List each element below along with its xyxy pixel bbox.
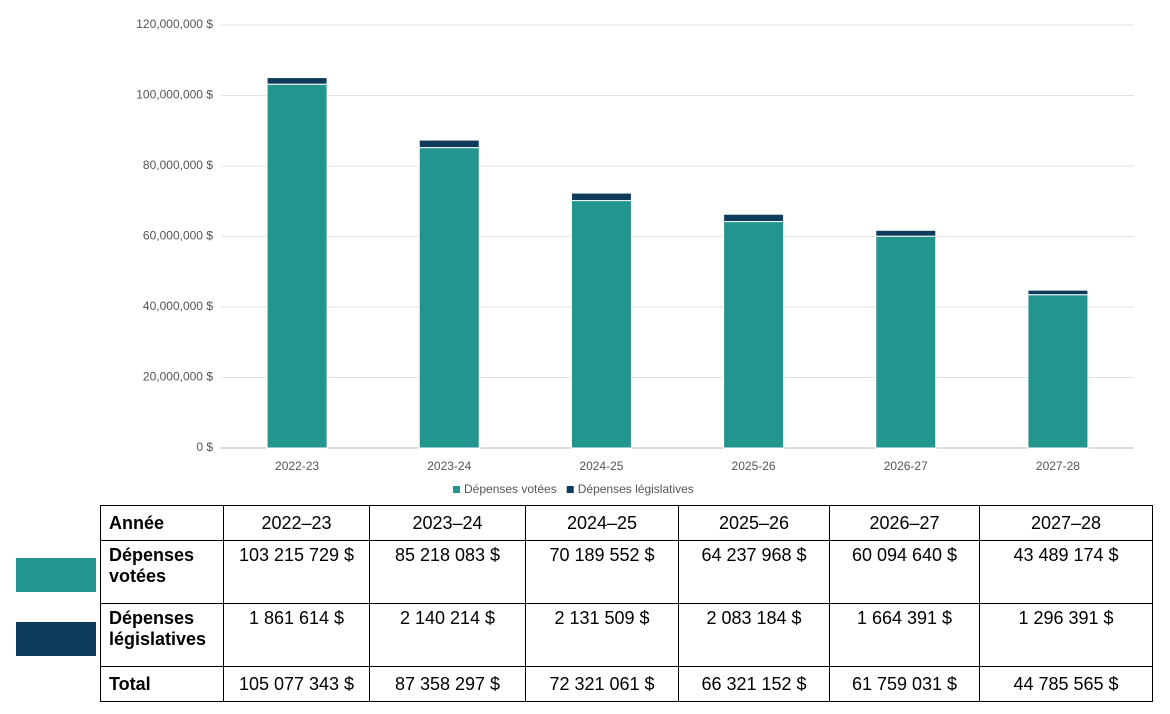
table-cell: 1 296 391 $ (979, 603, 1153, 667)
y-tick-label: 60,000,000 $ (143, 229, 213, 243)
x-tick-label: 2024-25 (579, 459, 623, 473)
table-cell: 2023–24 (369, 505, 526, 541)
bar-segment (875, 235, 937, 449)
table-cell: Total (100, 666, 224, 702)
table-cell: 2027–28 (979, 505, 1153, 541)
legend-swatch (16, 558, 96, 592)
table-cell: Dépenses votées (100, 540, 224, 604)
bar-segment (1027, 289, 1089, 296)
y-tick-label: 100,000,000 $ (136, 88, 213, 102)
table-cell: 70 189 552 $ (525, 540, 679, 604)
y-tick-label: 0 $ (196, 440, 213, 454)
bar-segment (418, 139, 480, 149)
table-cell: 61 759 031 $ (829, 666, 980, 702)
table-cell: 103 215 729 $ (223, 540, 370, 604)
table-cell: 66 321 152 $ (678, 666, 830, 702)
y-tick-label: 20,000,000 $ (143, 370, 213, 384)
table-cell: 2 131 509 $ (525, 603, 679, 667)
table-cell: Année (100, 505, 224, 541)
x-tick-label: 2026-27 (884, 459, 928, 473)
chart: 0 $ 20,000,000 $ 40,000,000 $ 60,000,000 $ 8… (136, 17, 1134, 496)
bar-segment (570, 192, 632, 202)
legend-swatch (16, 622, 96, 656)
bar-segment (723, 221, 785, 449)
bar-segment (418, 147, 480, 449)
table-cell: 2022–23 (223, 505, 370, 541)
y-tick-label: 120,000,000 $ (136, 17, 213, 31)
legend-label: Dépenses législatives (578, 482, 694, 496)
table-cell: 43 489 174 $ (979, 540, 1153, 604)
table-cell: 1 664 391 $ (829, 603, 980, 667)
bar-segment (723, 213, 785, 223)
table-cell: 85 218 083 $ (369, 540, 526, 604)
table-cell: 2 140 214 $ (369, 603, 526, 667)
table-row: Dépenses législatives 1 861 614 $2 140 21… (100, 603, 1153, 667)
x-tick-label: 2027-28 (1036, 459, 1080, 473)
x-tick-label: 2025-26 (732, 459, 776, 473)
bar-segment (570, 200, 632, 449)
table-cell: 87 358 297 $ (369, 666, 526, 702)
legend-label: Dépenses votées (464, 482, 557, 496)
y-tick-label: 40,000,000 $ (143, 299, 213, 313)
table-cell: Dépenses législatives (100, 603, 224, 667)
table-cell: 60 094 640 $ (829, 540, 980, 604)
x-tick-label: 2022-23 (275, 459, 319, 473)
data-table: Année 2022–23 2023–24 2024–25 2025–26 2026–27… (100, 505, 1153, 702)
x-tick-label: 2023-24 (427, 459, 471, 473)
table-cell: 2 083 184 $ (678, 603, 830, 667)
legend-swatch (453, 486, 460, 493)
legend-swatch (566, 486, 574, 493)
table-cell: 2025–26 (678, 505, 830, 541)
table-row: Année 2022–23 2023–24 2024–25 2025–26 2026–27… (100, 505, 1153, 541)
table-cell: 44 785 565 $ (979, 666, 1153, 702)
table-cell: 2024–25 (525, 505, 679, 541)
bar-segment (1027, 294, 1089, 449)
table-row: Dépenses votées 103 215 729 $85 218 083 $… (100, 540, 1153, 604)
bar-segment (266, 83, 328, 449)
table-row: Total 105 077 343 $87 358 297 $72 321 061… (100, 666, 1153, 702)
table-cell: 2026–27 (829, 505, 980, 541)
table-cell: 64 237 968 $ (678, 540, 830, 604)
bar-segment (875, 229, 937, 237)
table-cell: 72 321 061 $ (525, 666, 679, 702)
y-tick-label: 80,000,000 $ (143, 158, 213, 172)
table-cell: 1 861 614 $ (223, 603, 370, 667)
table-cell: 105 077 343 $ (223, 666, 370, 702)
bar-segment (266, 77, 328, 85)
